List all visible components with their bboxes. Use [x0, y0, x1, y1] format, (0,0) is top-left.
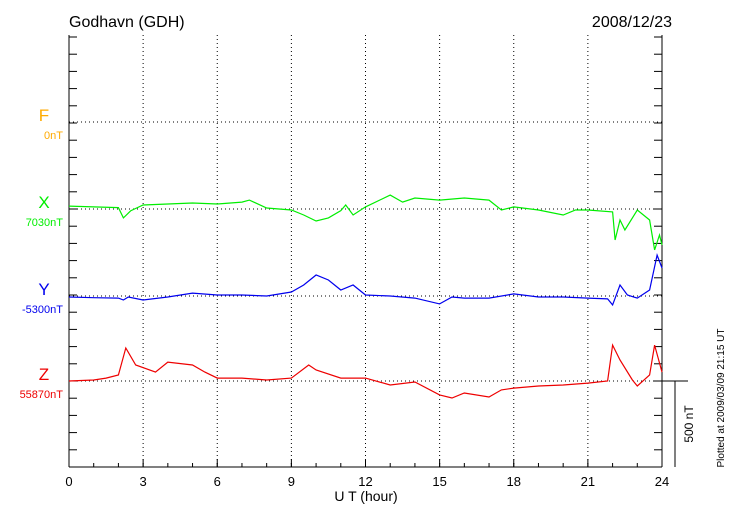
x-tick-label: 0 — [65, 474, 72, 489]
axes: 0 3 6 9 12 15 18 21 24 — [65, 35, 669, 489]
scale-label: 500 nT — [682, 405, 696, 443]
series-name-x: X — [38, 193, 49, 212]
chart-title: Godhavn (GDH) — [69, 14, 185, 31]
series-baseline-f: 0nT — [44, 130, 63, 142]
series-line-y — [68, 252, 663, 307]
x-axis-label: U T (hour) — [334, 488, 397, 504]
series-name-z: Z — [39, 365, 49, 384]
grid — [69, 35, 662, 467]
series-baseline-z: 55870nT — [20, 389, 64, 401]
series-line-z — [68, 343, 663, 399]
x-tick-label: 21 — [581, 474, 595, 489]
chart-date: 2008/12/23 — [592, 14, 672, 31]
x-tick-label: 15 — [432, 474, 446, 489]
x-tick-label: 9 — [288, 474, 295, 489]
series-labels: F 0nT X 7030nT Y -5300nT Z 55870nT — [20, 106, 64, 401]
x-tick-label: 3 — [140, 474, 147, 489]
series-name-f: F — [39, 106, 49, 125]
series-line-x — [68, 194, 663, 251]
x-tick-label: 12 — [358, 474, 372, 489]
series-lines — [68, 194, 663, 399]
series-baseline-y: -5300nT — [22, 304, 63, 316]
x-tick-label: 6 — [214, 474, 221, 489]
series-baseline-x: 7030nT — [26, 217, 64, 229]
x-tick-label: 24 — [655, 474, 669, 489]
series-name-y: Y — [38, 280, 49, 299]
x-tick-label: 18 — [507, 474, 521, 489]
plotted-note: Plotted at 2009/03/09 21:15 UT — [716, 329, 727, 468]
scale-bar: 500 nT — [662, 380, 696, 467]
